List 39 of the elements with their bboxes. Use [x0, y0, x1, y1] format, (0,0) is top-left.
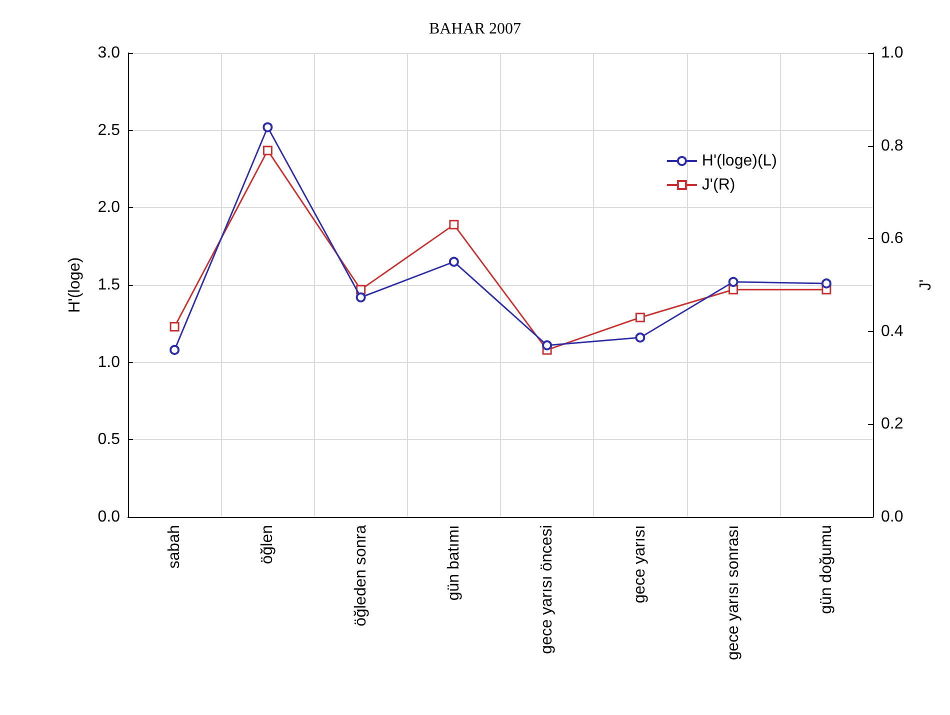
y2-axis-title: J': [918, 279, 934, 291]
y2-tick-label: 0.6: [881, 230, 904, 248]
point: [542, 340, 552, 350]
y-axis-title: H'(loge): [66, 257, 84, 313]
y-tick-label: 2.0: [98, 199, 120, 216]
point: [821, 278, 832, 288]
point: [170, 344, 180, 355]
y-tick-label: 2.5: [98, 122, 120, 139]
x-tick-label: öğlen: [259, 525, 276, 564]
x-tick-label: gün batımı: [445, 525, 462, 601]
point: [262, 122, 273, 132]
y-tick-label: 0.5: [98, 431, 120, 448]
x-tick-label: sabah: [166, 525, 184, 569]
y-tick-label: 0.0: [98, 508, 120, 526]
legend-label: H'(loge)(L): [702, 152, 778, 170]
point: [170, 322, 180, 332]
y-tick-label: 3.0: [98, 44, 120, 62]
x-tick-label: gece yarısı: [632, 525, 649, 604]
x-tick-label: gün doğumu: [818, 525, 835, 614]
x-tick-label: gece yarısı sonrası: [724, 525, 742, 660]
point: [635, 332, 646, 343]
point: [448, 256, 459, 267]
point: [449, 220, 459, 230]
point: [728, 284, 738, 294]
y2-tick-label: 0.4: [881, 322, 904, 340]
point: [356, 292, 366, 302]
point: [728, 276, 738, 287]
y-tick-label: 1.5: [98, 276, 120, 294]
point: [262, 146, 272, 156]
y2-tick-label: 0.0: [881, 508, 904, 526]
y2-tick-label: 0.8: [881, 137, 904, 154]
y2-tick-label: 1.0: [881, 44, 904, 62]
y-tick-label: 1.0: [98, 354, 120, 371]
x-tick-label: gece yarısı öncesi: [538, 525, 556, 654]
point: [635, 312, 645, 322]
y2-tick-label: 0.2: [881, 416, 904, 433]
legend-label: J'(R): [702, 176, 736, 194]
chart-title: BAHAR 2007: [428, 20, 522, 38]
x-tick-label: öğleden sonra: [352, 524, 370, 626]
